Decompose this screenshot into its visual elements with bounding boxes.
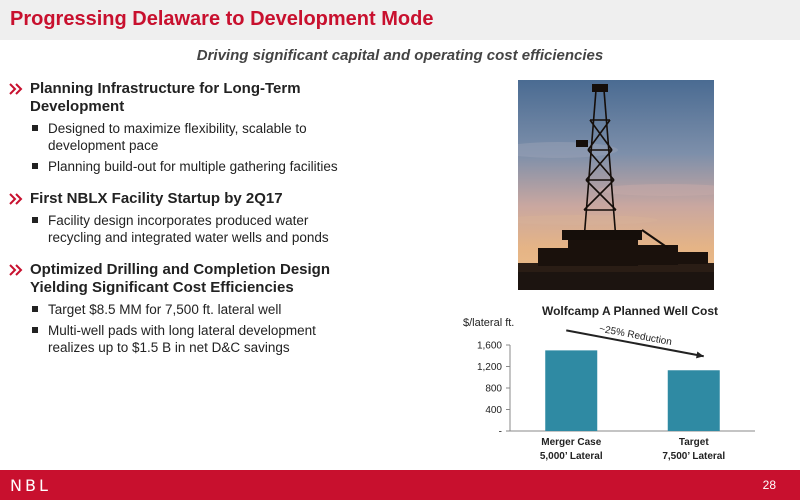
sub-bullet-line: development pace: [48, 138, 159, 153]
bar: [545, 350, 598, 431]
page-title: Progressing Delaware to Development Mode: [10, 8, 434, 30]
y-tick-label: 800: [485, 384, 502, 395]
drilling-rig-photo: [518, 80, 714, 290]
bullet-heading: First NBLX Facility Startup by 2Q17: [30, 190, 450, 208]
sub-bullet: Planning build-out for multiple gatherin…: [30, 158, 450, 175]
double-chevron-icon: [9, 264, 23, 276]
bullet-heading-line: Optimized Drilling and Completion Design: [30, 261, 331, 278]
bullet-heading: Optimized Drilling and Completion Design…: [30, 261, 450, 297]
well-cost-bar-chart: - 400 800 1,200 1,600 Merger Case 5,000’ Later…: [477, 325, 755, 462]
sub-bullet: Facility design incorporates produced wa…: [30, 212, 450, 246]
sub-bullet: Multi-well pads with long lateral develo…: [30, 322, 450, 356]
bullet-heading: Planning Infrastructure for Long-Term De…: [30, 80, 450, 116]
square-bullet-icon: [32, 306, 38, 312]
bullet-heading-line: Yielding Significant Cost Efficiencies: [30, 279, 294, 296]
x-tick-label: 7,500’ Lateral: [662, 451, 725, 462]
square-bullet-icon: [32, 217, 38, 223]
sub-bullet-line: Designed to maximize flexibility, scalab…: [48, 121, 307, 136]
page-number: 28: [762, 478, 776, 492]
sub-bullet-line: recycling and integrated water wells and…: [48, 230, 329, 245]
reduction-arrow: [566, 329, 704, 358]
header-bar: Progressing Delaware to Development Mode: [0, 0, 800, 40]
sub-bullet-line: Target $8.5 MM for 7,500 ft. lateral wel…: [48, 302, 282, 317]
reduction-annotation: ~25% Reduction: [598, 325, 672, 348]
bullet-heading-line: First NBLX Facility Startup by 2Q17: [30, 190, 283, 207]
double-chevron-icon: [9, 83, 23, 95]
bullet-item: Optimized Drilling and Completion Design…: [9, 261, 450, 356]
sub-bullet-line: Facility design incorporates produced wa…: [48, 213, 309, 228]
y-tick-label: 400: [485, 405, 502, 416]
nbl-logo: NBL: [10, 476, 51, 495]
slide-subtitle: Driving significant capital and operatin…: [196, 47, 604, 64]
sub-bullet-line: Planning build-out for multiple gatherin…: [48, 159, 338, 174]
sub-bullet-line: realizes up to $1.5 B in net D&C savings: [48, 340, 290, 355]
y-tick-label: -: [499, 427, 502, 438]
bullet-item: Planning Infrastructure for Long-Term De…: [9, 80, 450, 175]
square-bullet-icon: [32, 163, 38, 169]
square-bullet-icon: [32, 327, 38, 333]
reduction-arrow-head: [696, 351, 704, 359]
x-tick-label: 5,000’ Lateral: [540, 451, 603, 462]
bar: [667, 370, 720, 431]
y-tick-label: 1,600: [477, 341, 502, 352]
footer-bar: NBL 28: [0, 470, 800, 500]
x-tick-label: Target: [679, 437, 709, 448]
sub-bullet: Designed to maximize flexibility, scalab…: [30, 120, 450, 154]
chart-y-axis-label: $/lateral ft.: [463, 317, 515, 329]
y-tick-label: 1,200: [477, 362, 502, 373]
sub-bullet: Target $8.5 MM for 7,500 ft. lateral wel…: [30, 301, 450, 318]
chart-title: Wolfcamp A Planned Well Cost: [541, 304, 719, 318]
bullet-item: First NBLX Facility Startup by 2Q17 Faci…: [9, 190, 450, 246]
bullet-heading-line: Development: [30, 98, 125, 115]
bullet-heading-line: Planning Infrastructure for Long-Term: [30, 80, 301, 97]
x-tick-label: Merger Case: [541, 437, 601, 448]
double-chevron-icon: [9, 193, 23, 205]
square-bullet-icon: [32, 125, 38, 131]
sub-bullet-line: Multi-well pads with long lateral develo…: [48, 323, 316, 338]
